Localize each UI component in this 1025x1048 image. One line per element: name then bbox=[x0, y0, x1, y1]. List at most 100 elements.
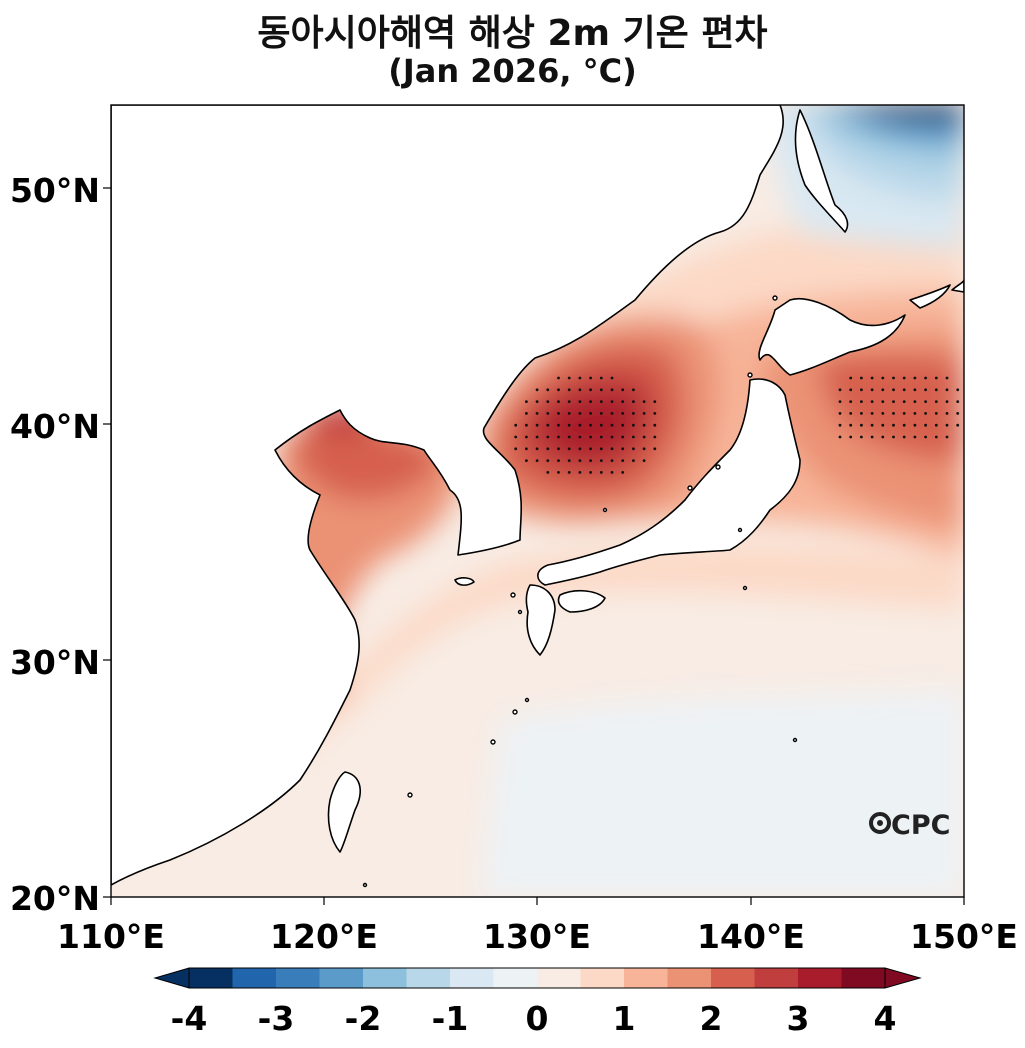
significance-dot bbox=[902, 400, 906, 403]
significance-dot bbox=[557, 412, 560, 415]
significance-dot bbox=[860, 376, 863, 380]
significance-dot bbox=[860, 412, 863, 415]
significance-dot bbox=[892, 376, 895, 380]
map-subtitle: (Jan 2026, °C) bbox=[388, 52, 637, 90]
significance-dot bbox=[567, 376, 571, 380]
significance-dot bbox=[578, 412, 582, 415]
significance-dot bbox=[514, 435, 518, 439]
significance-dot bbox=[610, 388, 614, 392]
colorbar-swatch bbox=[754, 968, 799, 988]
significance-dot bbox=[632, 400, 635, 403]
significance-dot bbox=[892, 388, 895, 392]
significance-dot bbox=[557, 435, 560, 439]
y-tick-label-50: 50°N bbox=[10, 171, 100, 210]
colorbar-extend-high bbox=[884, 967, 922, 989]
significance-dot bbox=[578, 388, 582, 392]
significance-dot bbox=[849, 435, 853, 439]
significance-dot bbox=[653, 435, 657, 439]
significance-dot bbox=[870, 388, 874, 392]
significance-dot bbox=[525, 435, 528, 439]
significance-dot bbox=[632, 447, 635, 451]
colorbar-tick-label: 3 bbox=[787, 999, 810, 1038]
significance-dot bbox=[913, 400, 917, 403]
significance-dot bbox=[902, 435, 906, 439]
significance-dot bbox=[632, 459, 635, 462]
significance-dot bbox=[956, 388, 960, 392]
significance-dot bbox=[849, 376, 853, 380]
significance-dot bbox=[535, 459, 539, 462]
colorbar-swatch bbox=[580, 968, 625, 988]
significance-dot bbox=[642, 400, 646, 403]
significance-dot bbox=[838, 423, 842, 427]
significance-dot bbox=[599, 376, 603, 380]
colorbar-outline bbox=[188, 967, 886, 989]
significance-dot bbox=[653, 423, 657, 427]
significance-dot bbox=[860, 435, 863, 439]
significance-dot bbox=[557, 400, 560, 403]
significance-dot bbox=[589, 423, 592, 427]
significance-dot bbox=[599, 412, 603, 415]
significance-dot bbox=[913, 376, 917, 380]
significance-dot bbox=[557, 447, 560, 451]
significance-dot bbox=[567, 471, 571, 474]
colorbar-swatch bbox=[841, 968, 886, 988]
significance-dot bbox=[621, 435, 625, 439]
significance-dot bbox=[892, 423, 895, 427]
significance-dot bbox=[934, 376, 938, 380]
significance-dot bbox=[934, 412, 938, 415]
significance-dot bbox=[567, 412, 571, 415]
significance-dot bbox=[535, 412, 539, 415]
significance-dot bbox=[934, 388, 938, 392]
significance-dot bbox=[924, 400, 927, 403]
significance-dot bbox=[621, 471, 625, 474]
x-tick-label-110: 110°E bbox=[57, 917, 165, 956]
significance-dot bbox=[589, 447, 592, 451]
significance-dots bbox=[514, 376, 960, 474]
significance-dot bbox=[913, 412, 917, 415]
significance-dot bbox=[599, 471, 603, 474]
colorbar-extend-low bbox=[153, 967, 190, 989]
significance-dot bbox=[535, 435, 539, 439]
significance-dot bbox=[892, 412, 895, 415]
colorbar-tick-label: -4 bbox=[171, 999, 208, 1038]
significance-dot bbox=[881, 412, 885, 415]
colorbar-tick-label: 4 bbox=[874, 999, 897, 1038]
significance-dot bbox=[567, 459, 571, 462]
significance-dot bbox=[860, 423, 863, 427]
colorbar-swatch bbox=[493, 968, 538, 988]
significance-dot bbox=[567, 423, 571, 427]
colorbar-swatch bbox=[363, 968, 407, 988]
significance-dot bbox=[924, 412, 927, 415]
x-tick-label-150: 150°E bbox=[910, 917, 1018, 956]
significance-dot bbox=[557, 471, 560, 474]
significance-dot bbox=[913, 388, 917, 392]
significance-dot bbox=[535, 400, 539, 403]
significance-dot bbox=[838, 400, 842, 403]
significance-dot bbox=[610, 459, 614, 462]
significance-dot bbox=[599, 400, 603, 403]
significance-dot bbox=[870, 412, 874, 415]
significance-dot bbox=[589, 459, 592, 462]
significance-dot bbox=[525, 459, 528, 462]
colorbar-swatch bbox=[624, 968, 668, 988]
significance-dot bbox=[632, 423, 635, 427]
significance-dot bbox=[578, 471, 582, 474]
significance-dot bbox=[610, 412, 614, 415]
significance-dot bbox=[525, 400, 528, 403]
colorbar-tick-label: 0 bbox=[526, 999, 549, 1038]
significance-dot bbox=[589, 435, 592, 439]
significance-dot bbox=[610, 376, 614, 380]
colorbar-swatch bbox=[319, 968, 364, 988]
significance-dot bbox=[621, 459, 625, 462]
x-tick-label-130: 130°E bbox=[483, 917, 591, 956]
significance-dot bbox=[535, 447, 539, 451]
significance-dot bbox=[589, 400, 592, 403]
significance-dot bbox=[589, 412, 592, 415]
significance-dot bbox=[881, 400, 885, 403]
significance-dot bbox=[642, 447, 646, 451]
significance-dot bbox=[546, 388, 550, 392]
significance-dot bbox=[599, 459, 603, 462]
significance-dot bbox=[913, 423, 917, 427]
significance-dot bbox=[881, 388, 885, 392]
